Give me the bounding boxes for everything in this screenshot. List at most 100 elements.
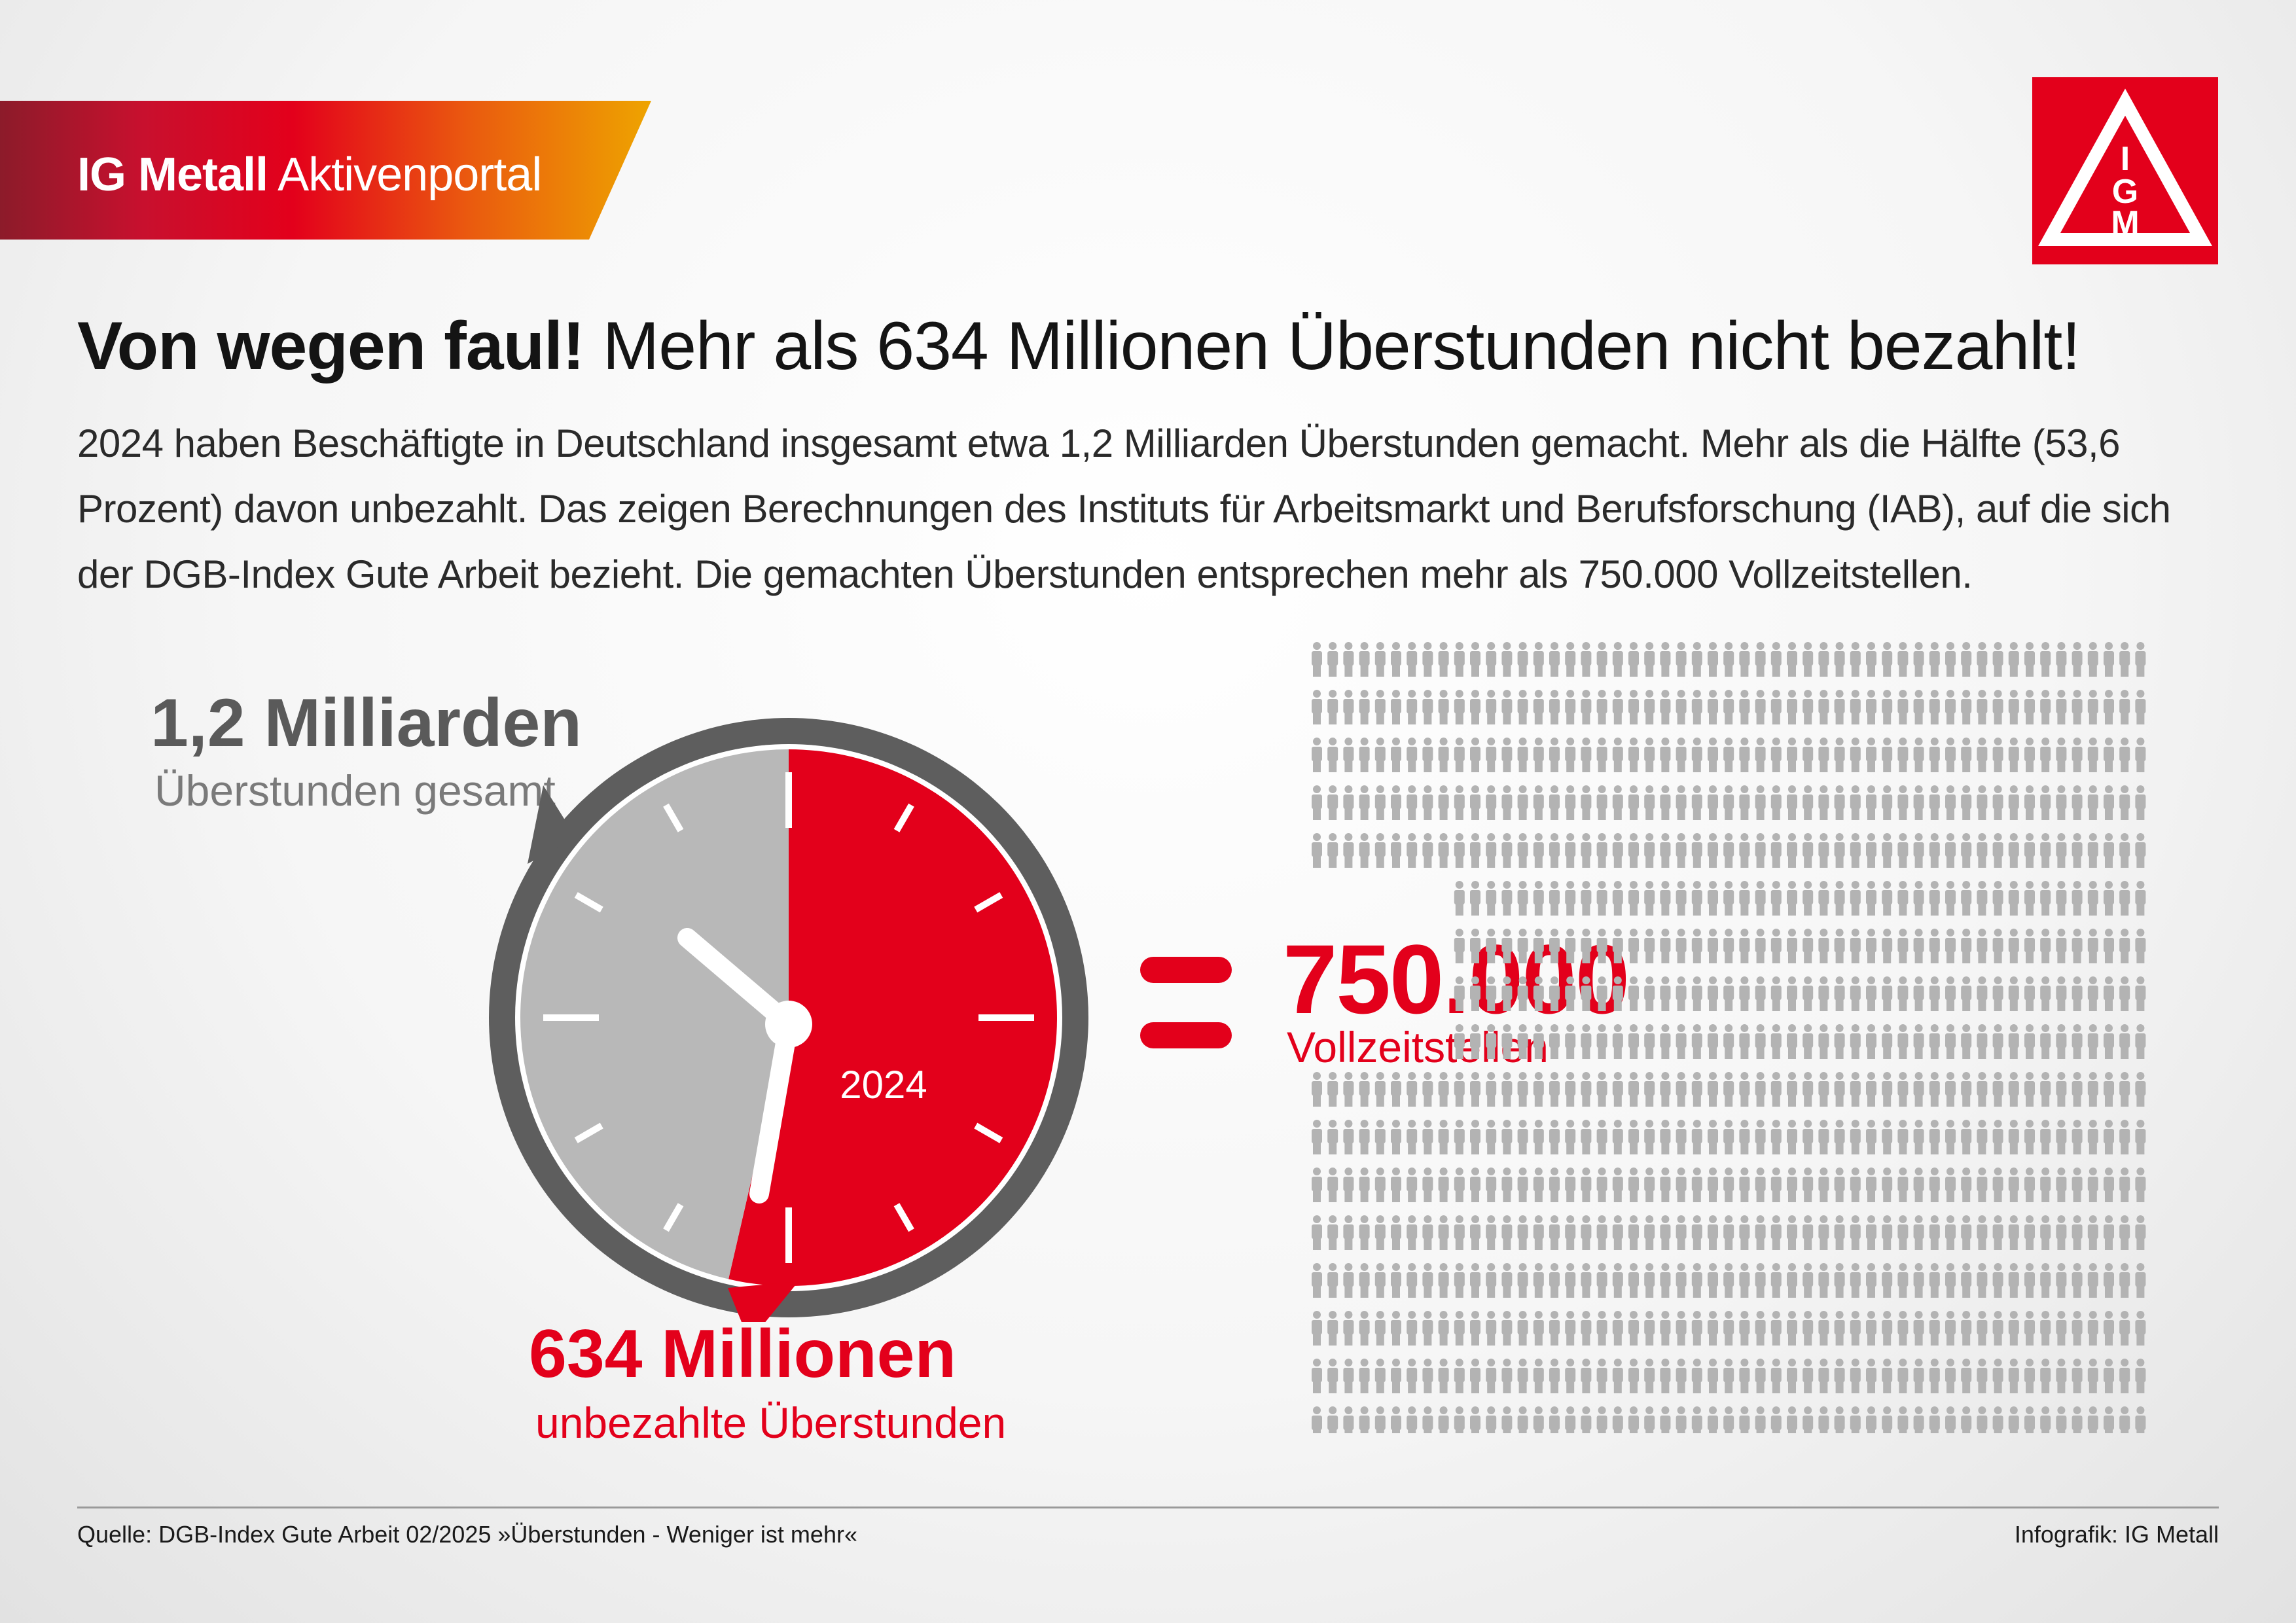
person-icon [1327,1168,1338,1202]
person-icon [1581,690,1592,724]
person-icon [1422,833,1433,868]
person-icon [1533,929,1544,963]
person-icon [1628,929,1639,963]
person-icon [2104,642,2114,677]
person-icon [1897,785,1909,820]
person-icon [1770,1311,1782,1346]
person-icon [1327,1359,1338,1393]
person-icon [1850,738,1861,772]
person-icon [1374,1168,1386,1202]
person-icon [1723,1072,1734,1107]
person-icon [1708,1072,1718,1107]
person-icon [1897,1359,1909,1393]
person-icon [1803,976,1814,1011]
person-icon [1913,929,1924,963]
person-icon [1596,1359,1607,1393]
person-icon [1407,1215,1418,1250]
person-icon [1691,1024,1702,1059]
person-icon [1533,690,1544,724]
person-icon [1438,1072,1449,1107]
person-icon [1470,1406,1480,1433]
person-icon [1422,642,1433,677]
person-icon [1929,690,1940,724]
person-icon [1834,1168,1845,1202]
person-icon [1470,1359,1480,1393]
person-icon [1470,833,1480,868]
person-icon [1327,642,1338,677]
person-icon [2087,1024,2098,1059]
person-icon [1581,1168,1592,1202]
person-icon [1470,738,1480,772]
person-icon [1818,1072,1829,1107]
person-icon [1708,785,1718,820]
person-icon [1676,1215,1687,1250]
person-icon [1834,1406,1845,1433]
person-icon [1739,1120,1750,1154]
person-icon [1755,1215,1766,1250]
person-icon [1549,1168,1560,1202]
person-icon [1660,690,1671,724]
person-icon [1691,1168,1702,1202]
person-icon [1438,1359,1449,1393]
person-icon [2087,1359,2098,1393]
person-icon [1755,1406,1766,1433]
person-icon [1850,833,1861,868]
person-icon [2056,1072,2067,1107]
person-icon [1913,1406,1924,1433]
unpaid-hours-value: 634 Millionen [529,1316,957,1392]
person-icon [2135,976,2146,1011]
person-icon [2072,1024,2083,1059]
person-icon [1501,738,1513,772]
person-icon [2040,1215,2051,1250]
person-icon [2056,1263,2067,1298]
person-icon [1945,881,1956,916]
person-icon [1866,1311,1876,1346]
person-icon [1913,1168,1924,1202]
person-icon [1691,833,1702,868]
person-icon [1929,642,1940,677]
person-icon [1501,881,1513,916]
person-icon [1374,1215,1386,1250]
person-icon [1327,738,1338,772]
person-icon [1517,1024,1528,1059]
person-icon [1755,929,1766,963]
person-icon [1676,1120,1687,1154]
person-icon [2119,1311,2130,1346]
person-icon [1565,1120,1576,1154]
person-icon [1359,1359,1370,1393]
person-icon [1660,1168,1671,1202]
person-icon [1787,976,1797,1011]
person-icon [1343,690,1354,724]
person-icon [1596,738,1607,772]
person-icon [1596,1024,1607,1059]
person-icon [1533,642,1544,677]
person-icon [1882,690,1893,724]
person-icon [1581,929,1592,963]
person-icon [1945,833,1956,868]
person-icon [1834,785,1845,820]
person-icon [1470,1215,1480,1250]
person-icon [1391,738,1401,772]
person-icon [1977,1072,1988,1107]
person-icon [1803,929,1814,963]
person-icon [2135,1359,2146,1393]
person-icon [1312,833,1322,868]
person-icon [1977,785,1988,820]
person-icon [1866,1406,1876,1433]
person-icon [1501,1406,1513,1433]
person-icon [1581,1120,1592,1154]
person-icon [1581,642,1592,677]
person-icon [2008,1215,2019,1250]
person-icon [1691,642,1702,677]
person-icon [1391,1406,1401,1433]
person-icon [1755,1024,1766,1059]
person-icon [1486,929,1497,963]
person-icon [1882,976,1893,1011]
person-icon [2056,1168,2067,1202]
person-icon [1913,690,1924,724]
person-icon [1676,1359,1687,1393]
person-icon [1739,1406,1750,1433]
person-icon [1882,1215,1893,1250]
person-icon [1803,642,1814,677]
person-icon [2135,1168,2146,1202]
